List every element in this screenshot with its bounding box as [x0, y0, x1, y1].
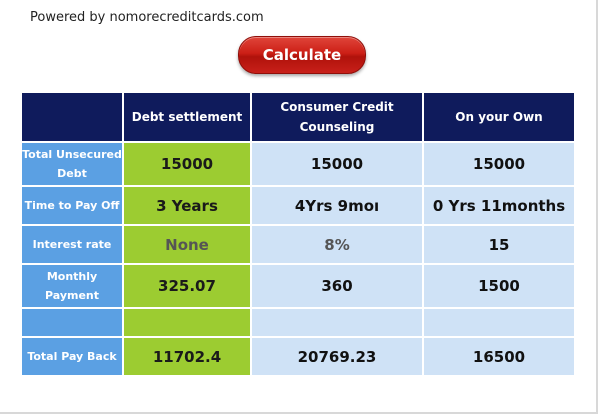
table-header-empty: [22, 93, 122, 141]
cell-consumer-credit-counseling: 20769.23: [252, 338, 422, 375]
cell-debt-settlement: 15000: [124, 143, 250, 185]
cell-consumer-credit-counseling: 8%: [252, 226, 422, 263]
cell-debt-settlement: 3 Years: [124, 187, 250, 224]
table-row: Total Pay Back 11702.4 20769.23 16500: [22, 338, 574, 375]
cell-on-your-own: 16500: [424, 338, 574, 375]
row-label-monthly-payment: Monthly Payment: [22, 265, 122, 307]
cell-debt-settlement: [124, 309, 250, 336]
table-row: Total Unsecured Debt 15000 15000 15000: [22, 143, 574, 185]
cell-on-your-own: 0 Yrs 11months: [424, 187, 574, 224]
cell-debt-settlement: 325.07: [124, 265, 250, 307]
row-label-interest-rate: Interest rate: [22, 226, 122, 263]
table-row: Time to Pay Off 3 Years 4Yrs 9moı 0 Yrs …: [22, 187, 574, 224]
calculate-button[interactable]: Calculate: [238, 36, 366, 74]
cell-on-your-own: 15: [424, 226, 574, 263]
table-row-empty: [22, 309, 574, 336]
cell-consumer-credit-counseling: 4Yrs 9moı: [252, 187, 422, 224]
cell-consumer-credit-counseling: [252, 309, 422, 336]
table-row: Monthly Payment 325.07 360 1500: [22, 265, 574, 307]
header-consumer-credit-counseling: Consumer Credit Counseling: [252, 93, 422, 141]
header-on-your-own: On your Own: [424, 93, 574, 141]
powered-by-text: Powered by nomorecreditcards.com: [30, 10, 264, 25]
comparison-table: Debt settlement Consumer Credit Counseli…: [20, 91, 576, 377]
table-row: Interest rate None 8% 15: [22, 226, 574, 263]
row-label-time-to-pay-off: Time to Pay Off: [22, 187, 122, 224]
cell-on-your-own: [424, 309, 574, 336]
cell-consumer-credit-counseling: 360: [252, 265, 422, 307]
row-label-total-unsecured-debt: Total Unsecured Debt: [22, 143, 122, 185]
cell-on-your-own: 1500: [424, 265, 574, 307]
row-label-empty: [22, 309, 122, 336]
cell-on-your-own: 15000: [424, 143, 574, 185]
header-debt-settlement: Debt settlement: [124, 93, 250, 141]
cell-debt-settlement: None: [124, 226, 250, 263]
row-label-total-pay-back: Total Pay Back: [22, 338, 122, 375]
cell-debt-settlement: 11702.4: [124, 338, 250, 375]
cell-consumer-credit-counseling: 15000: [252, 143, 422, 185]
